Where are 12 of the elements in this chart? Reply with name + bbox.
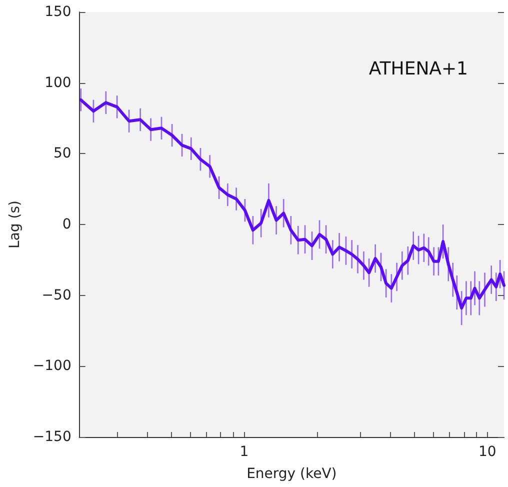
y-tick-label: −100 — [32, 358, 72, 374]
y-axis-title: Lag (s) — [7, 200, 23, 248]
y-tick-label: −150 — [32, 429, 72, 445]
y-tick-label: 150 — [44, 4, 72, 20]
x-axis-title: Energy (keV) — [246, 466, 337, 482]
y-tick-label: 0 — [62, 216, 72, 232]
x-tick-label: 10 — [478, 444, 496, 460]
x-tick-label: 1 — [240, 444, 249, 460]
annotation: ATHENA+1 — [368, 58, 468, 80]
y-tick-label: 100 — [44, 74, 72, 91]
y-tick-label: 50 — [54, 146, 72, 162]
y-tick-label: −50 — [42, 287, 72, 304]
